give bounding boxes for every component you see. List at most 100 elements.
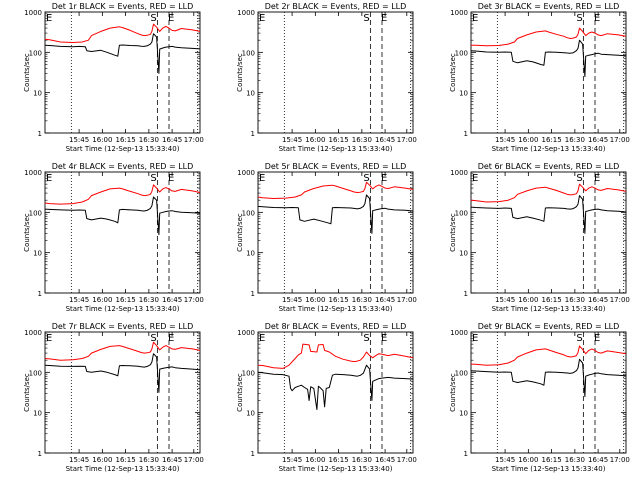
y-axis-label: Counts/sec	[23, 53, 31, 92]
x-tick-label: 16:15	[116, 456, 136, 464]
x-tick-label: 16:00	[518, 456, 538, 464]
marker-e: E	[259, 173, 265, 184]
y-tick-label: 1000	[24, 9, 42, 17]
x-tick-label: 16:30	[565, 296, 585, 304]
y-tick-label: 10	[459, 250, 468, 258]
plot-frame	[470, 171, 627, 294]
y-tick-label: 1	[464, 450, 468, 458]
x-tick-label: 17:00	[184, 136, 204, 144]
y-tick-label: 100	[455, 369, 468, 377]
x-tick-label: 15:45	[282, 296, 302, 304]
y-tick-label: 1	[464, 130, 468, 138]
plot-frame	[44, 171, 201, 294]
marker-s: S	[576, 13, 582, 24]
y-tick-label: 10	[33, 90, 42, 98]
panel-title: Det 5r BLACK = Events, RED = LLD	[265, 162, 407, 171]
x-tick-label: 17:00	[397, 136, 417, 144]
marker-e: E	[46, 173, 52, 184]
x-tick-label: 15:45	[69, 456, 89, 464]
marker-e: E	[168, 173, 174, 184]
marker-s: S	[363, 173, 369, 184]
x-axis-label: Start Time (12-Sep-13 15:33:40)	[492, 145, 606, 153]
marker-e: E	[594, 333, 600, 344]
x-tick-label: 16:30	[139, 296, 159, 304]
marker-s: S	[576, 173, 582, 184]
x-axis-label: Start Time (12-Sep-13 15:33:40)	[492, 305, 606, 313]
y-tick-label: 100	[455, 209, 468, 217]
y-tick-label: 1000	[237, 169, 255, 177]
x-tick-label: 16:00	[518, 296, 538, 304]
x-axis-label: Start Time (12-Sep-13 15:33:40)	[492, 465, 606, 473]
y-tick-label: 100	[29, 369, 42, 377]
x-tick-label: 16:15	[542, 136, 562, 144]
y-tick-label: 1000	[450, 9, 468, 17]
panel-4r: Det 4r BLACK = Events, RED = LLD 1 10 100 10…	[23, 162, 204, 313]
y-tick-label: 100	[29, 49, 42, 57]
x-tick-label: 16:00	[518, 136, 538, 144]
y-tick-label: 1000	[24, 169, 42, 177]
plot-frame	[257, 11, 414, 134]
x-tick-label: 15:45	[69, 136, 89, 144]
events-series-line	[257, 364, 414, 410]
plot-frame	[470, 11, 627, 134]
x-tick-label: 17:00	[397, 456, 417, 464]
x-axis-label: Start Time (12-Sep-13 15:33:40)	[66, 145, 180, 153]
panel-title: Det 1r BLACK = Events, RED = LLD	[52, 2, 194, 11]
panel-title: Det 2r BLACK = Events, RED = LLD	[265, 2, 407, 11]
x-tick-label: 16:15	[542, 456, 562, 464]
y-tick-label: 10	[246, 410, 255, 418]
lld-series-line	[471, 27, 627, 47]
x-tick-label: 16:45	[588, 296, 608, 304]
panel-title: Det 3r BLACK = Events, RED = LLD	[478, 2, 620, 11]
y-axis-label: Counts/sec	[236, 53, 244, 92]
y-tick-label: 10	[459, 410, 468, 418]
y-tick-label: 100	[242, 209, 255, 217]
y-axis-label: Counts/sec	[236, 373, 244, 412]
panel-title: Det 6r BLACK = Events, RED = LLD	[478, 162, 620, 171]
x-tick-label: 16:30	[139, 456, 159, 464]
x-tick-label: 16:00	[305, 456, 325, 464]
marker-e: E	[381, 13, 387, 24]
events-series-line	[470, 358, 627, 398]
marker-e: E	[168, 333, 174, 344]
x-tick-label: 16:45	[162, 136, 182, 144]
marker-e: E	[472, 173, 478, 184]
y-tick-label: 1000	[237, 329, 255, 337]
x-tick-label: 16:00	[92, 456, 112, 464]
lld-series-line	[257, 343, 414, 369]
x-tick-label: 16:00	[305, 296, 325, 304]
x-tick-label: 16:30	[352, 456, 372, 464]
events-series-line	[44, 33, 201, 74]
marker-e: E	[259, 333, 265, 344]
marker-s: S	[150, 333, 156, 344]
marker-e: E	[381, 333, 387, 344]
y-tick-label: 10	[33, 410, 42, 418]
x-tick-label: 16:30	[352, 136, 372, 144]
y-tick-label: 1	[251, 290, 255, 298]
events-series-line	[470, 195, 627, 234]
y-tick-label: 1	[38, 290, 42, 298]
marker-e: E	[472, 333, 478, 344]
events-series-line	[470, 39, 627, 78]
x-tick-label: 15:45	[495, 136, 515, 144]
x-tick-label: 15:45	[282, 456, 302, 464]
x-tick-label: 16:00	[305, 136, 325, 144]
x-tick-label: 16:30	[352, 296, 372, 304]
y-axis-label: Counts/sec	[23, 373, 31, 412]
y-axis-label: Counts/sec	[23, 213, 31, 252]
y-axis-label: Counts/sec	[236, 213, 244, 252]
plot-frame	[257, 171, 414, 294]
y-tick-label: 1000	[237, 9, 255, 17]
marker-e: E	[472, 13, 478, 24]
plot-frame	[44, 331, 201, 454]
x-tick-label: 16:45	[162, 296, 182, 304]
x-tick-label: 17:00	[610, 456, 630, 464]
y-axis-label: Counts/sec	[449, 213, 457, 252]
y-axis-label: Counts/sec	[449, 53, 457, 92]
panel-title: Det 9r BLACK = Events, RED = LLD	[478, 322, 620, 331]
y-tick-label: 100	[242, 369, 255, 377]
plot-frame	[257, 331, 414, 454]
x-axis-label: Start Time (12-Sep-13 15:33:40)	[66, 305, 180, 313]
marker-s: S	[150, 173, 156, 184]
